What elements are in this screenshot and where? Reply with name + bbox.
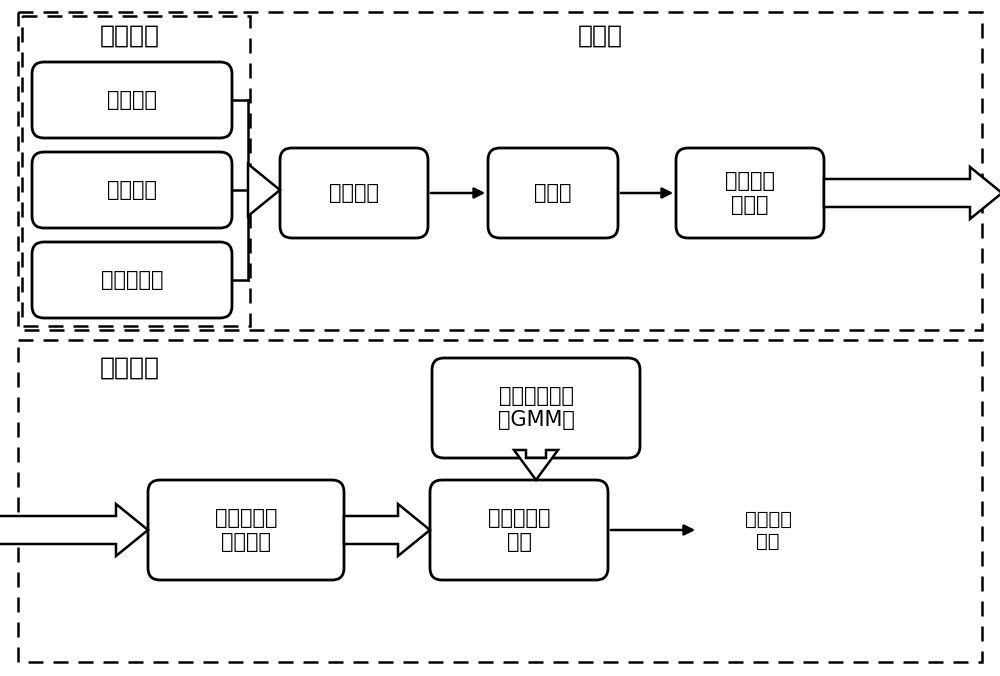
FancyBboxPatch shape xyxy=(32,242,232,318)
Text: 红外光强
归一化: 红外光强 归一化 xyxy=(725,172,775,214)
Text: 栅格化: 栅格化 xyxy=(534,183,572,203)
Polygon shape xyxy=(824,167,1000,219)
Text: 多谱点云: 多谱点云 xyxy=(329,183,379,203)
Text: 障碍信息
输出: 障碍信息 输出 xyxy=(744,510,792,550)
FancyBboxPatch shape xyxy=(32,152,232,228)
Bar xyxy=(18,340,982,662)
FancyBboxPatch shape xyxy=(430,480,608,580)
FancyBboxPatch shape xyxy=(148,480,344,580)
FancyBboxPatch shape xyxy=(676,148,824,238)
Polygon shape xyxy=(0,504,148,556)
Text: 混合高斯模型
（GMM）: 混合高斯模型 （GMM） xyxy=(498,387,574,430)
FancyBboxPatch shape xyxy=(280,148,428,238)
FancyBboxPatch shape xyxy=(432,358,640,458)
Text: 近红外图像: 近红外图像 xyxy=(101,270,163,290)
Polygon shape xyxy=(248,164,280,216)
Text: 彩色图像: 彩色图像 xyxy=(107,90,157,110)
FancyBboxPatch shape xyxy=(488,148,618,238)
Text: 障碍检测: 障碍检测 xyxy=(100,356,160,380)
FancyBboxPatch shape xyxy=(32,62,232,138)
Text: 植被分类及
过滤: 植被分类及 过滤 xyxy=(488,508,550,552)
Text: 预处理: 预处理 xyxy=(578,24,622,48)
Text: 数据输入: 数据输入 xyxy=(100,24,160,48)
Polygon shape xyxy=(344,504,430,556)
Text: 三维点云: 三维点云 xyxy=(107,180,157,200)
Text: 栅格内统计
特征计算: 栅格内统计 特征计算 xyxy=(215,508,277,552)
Bar xyxy=(18,12,982,330)
Polygon shape xyxy=(514,450,558,480)
Bar xyxy=(22,16,250,326)
